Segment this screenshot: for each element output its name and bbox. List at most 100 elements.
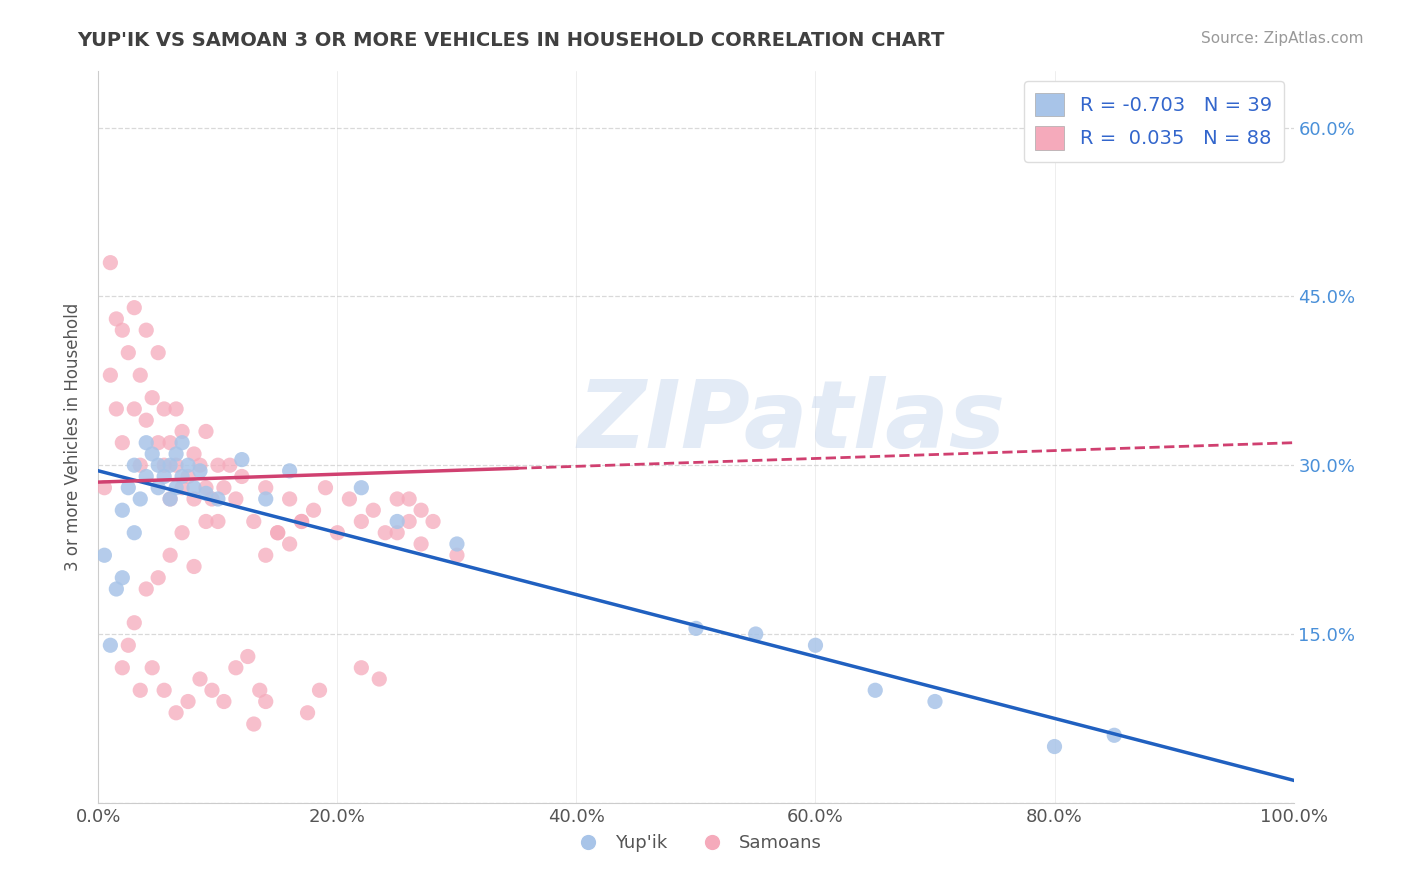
Point [924,694,946,708]
Point [148,435,170,450]
Point [278,537,301,551]
Point [685,621,707,635]
Point [207,491,229,506]
Point [188,672,211,686]
Point [172,435,194,450]
Text: Source: ZipAtlas.com: Source: ZipAtlas.com [1201,31,1364,46]
Point [243,717,266,731]
Point [350,481,373,495]
Point [177,694,200,708]
Point [422,515,444,529]
Y-axis label: 3 or more Vehicles in Household: 3 or more Vehicles in Household [65,303,83,571]
Point [111,503,134,517]
Point [177,458,200,473]
Point [141,391,163,405]
Point [236,649,259,664]
Point [148,481,170,495]
Point [212,694,235,708]
Point [267,525,290,540]
Point [207,458,229,473]
Point [278,491,301,506]
Point [326,525,349,540]
Point [411,503,433,517]
Point [129,491,152,506]
Point [207,515,229,529]
Point [153,469,176,483]
Point [172,469,194,483]
Point [98,255,122,269]
Point [368,672,391,686]
Point [297,706,319,720]
Point [124,458,146,473]
Point [398,491,420,506]
Point [254,548,277,562]
Point [231,452,253,467]
Point [153,458,176,473]
Point [385,491,409,506]
Point [374,525,396,540]
Point [105,401,128,416]
Point [446,548,468,562]
Point [124,401,146,416]
Point [129,368,152,383]
Point [153,401,176,416]
Point [111,661,134,675]
Point [183,447,205,461]
Point [148,571,170,585]
Point [201,683,224,698]
Text: ZIPatlas: ZIPatlas [578,376,1005,468]
Point [188,458,211,473]
Point [111,323,134,337]
Point [315,481,337,495]
Point [1104,728,1126,742]
Point [93,481,115,495]
Point [231,469,253,483]
Point [804,638,827,652]
Point [135,582,157,596]
Point [135,469,157,483]
Point [129,458,152,473]
Text: YUP'IK VS SAMOAN 3 OR MORE VEHICLES IN HOUSEHOLD CORRELATION CHART: YUP'IK VS SAMOAN 3 OR MORE VEHICLES IN H… [77,31,945,50]
Point [350,661,373,675]
Point [165,458,187,473]
Point [159,491,181,506]
Point [165,481,187,495]
Point [159,435,181,450]
Point [183,491,205,506]
Point [195,481,218,495]
Legend: Yup'ik, Samoans: Yup'ik, Samoans [562,827,830,860]
Point [308,683,330,698]
Point [165,447,187,461]
Point [865,683,887,698]
Point [124,525,146,540]
Point [111,571,134,585]
Point [195,425,218,439]
Point [165,706,187,720]
Point [195,515,218,529]
Point [254,694,277,708]
Point [117,481,139,495]
Point [212,481,235,495]
Point [398,515,420,529]
Point [291,515,314,529]
Point [195,486,218,500]
Point [159,458,181,473]
Point [135,413,157,427]
Point [385,515,409,529]
Point [93,548,115,562]
Point [219,458,242,473]
Point [172,425,194,439]
Point [105,582,128,596]
Point [254,491,277,506]
Point [111,435,134,450]
Point [363,503,385,517]
Point [148,458,170,473]
Point [385,525,409,540]
Point [124,615,146,630]
Point [1043,739,1066,754]
Point [148,345,170,359]
Point [177,469,200,483]
Point [172,525,194,540]
Point [188,464,211,478]
Point [446,537,468,551]
